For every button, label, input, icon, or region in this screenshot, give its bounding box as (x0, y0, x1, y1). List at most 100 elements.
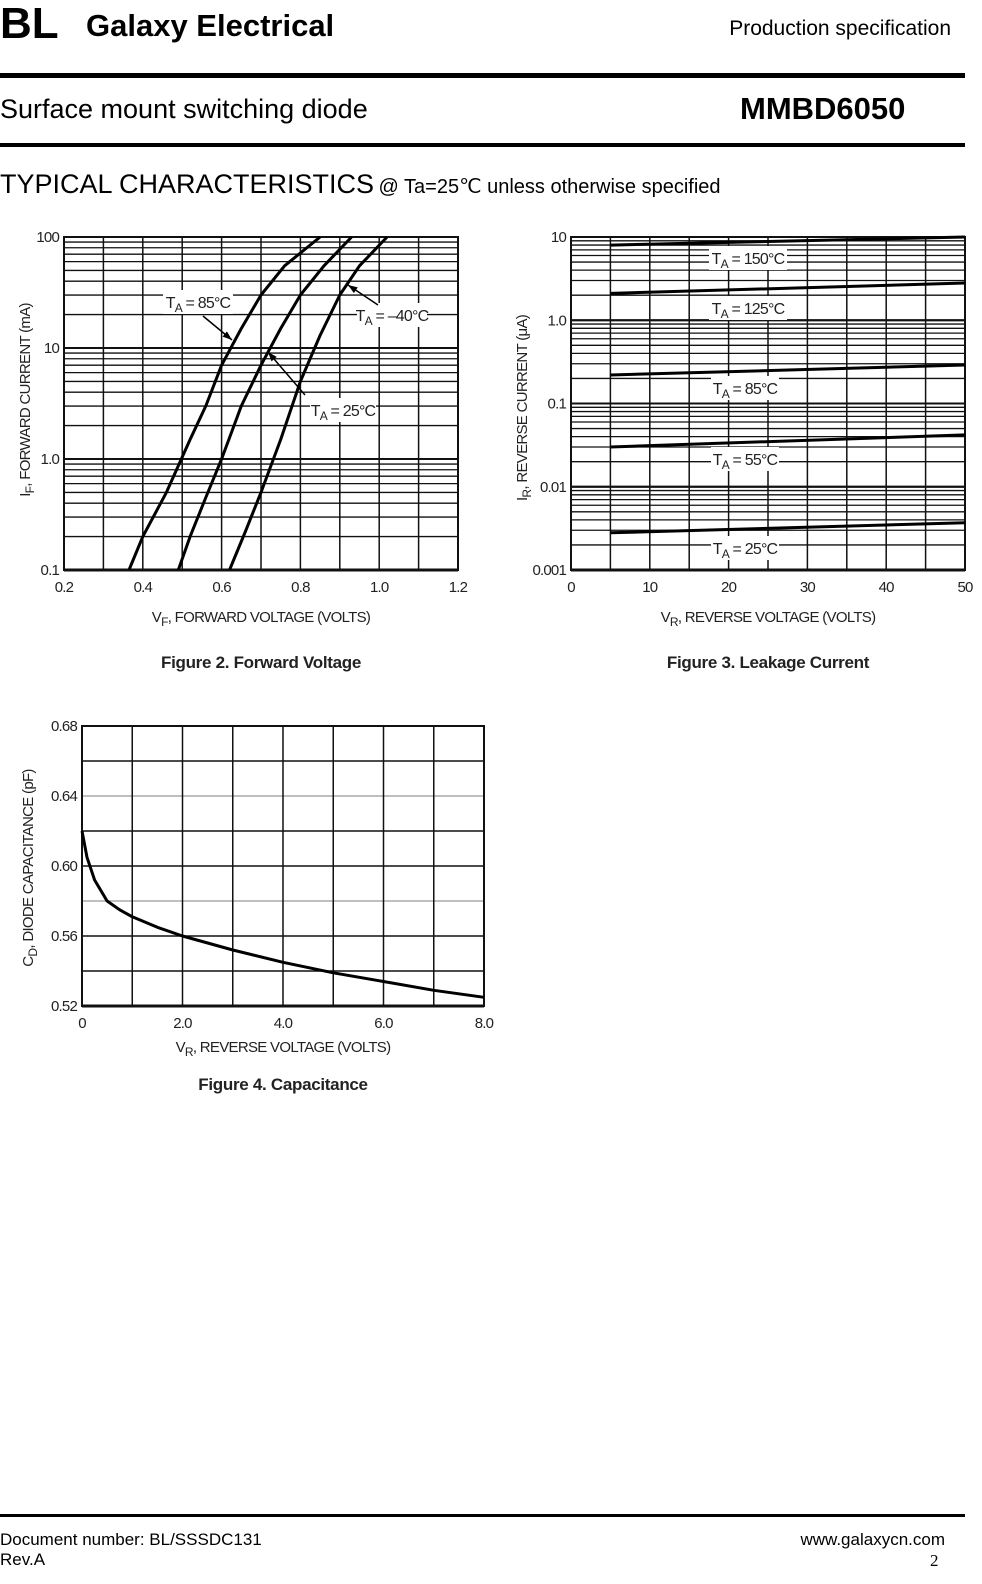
y-tick-label: 0.1 (41, 562, 60, 579)
y-axis-label-rest: , DIODE CAPACITANCE (pF) (20, 769, 37, 949)
x-axis-label-rest: , REVERSE VOLTAGE (VOLTS) (193, 1039, 391, 1056)
arrow-head (268, 352, 277, 362)
y-tick-label: 0.56 (51, 928, 77, 945)
x-tick-label: 10 (642, 579, 658, 596)
x-axis-label-sub: R (670, 615, 679, 629)
y-tick-label: 0.1 (548, 396, 567, 413)
arrow-line (267, 351, 306, 396)
product-subtitle: Surface mount switching diode (0, 94, 368, 124)
series-label-t: T (166, 295, 176, 312)
x-axis-label-rest: , FORWARD VOLTAGE (VOLTS) (168, 609, 371, 626)
series-label: TA = 25°C (713, 541, 778, 561)
series-line (610, 363, 966, 377)
x-tick-label: 4.0 (274, 1015, 293, 1032)
figure-caption: Figure 3. Leakage Current (667, 653, 870, 672)
series-label-bg (310, 398, 376, 422)
footer-rule (0, 1514, 965, 1517)
y-axis-label-sub: D (26, 948, 40, 957)
series-line (127, 235, 322, 571)
x-tick-label: 0.4 (134, 579, 153, 596)
series-label-sub: A (721, 307, 729, 321)
x-tick-label: 0 (78, 1015, 86, 1032)
arrow-head (348, 285, 358, 294)
x-axis-label: VF, FORWARD VOLTAGE (VOLTS) (152, 609, 371, 629)
x-tick-label: 1.0 (370, 579, 389, 596)
y-axis-label: IF, FORWARD CURRENT (mA) (17, 303, 37, 497)
series-label-bg (711, 376, 779, 400)
series-label-sub: A (722, 458, 730, 472)
x-axis-label-main: V (176, 1039, 186, 1056)
series-label-rest: = 85°C (182, 295, 231, 312)
arrow-head (222, 331, 232, 340)
part-number: MMBD6050 (740, 91, 906, 126)
chart-fig4: 0 2.0 4.0 6.0 8.0 0.52 0.56 0.60 0.64 0.68 VR, REV… (20, 718, 494, 1094)
company-name: Galaxy Electrical (86, 8, 335, 43)
series-label-bg (357, 303, 427, 327)
series-line (228, 235, 389, 571)
series-label-bg (711, 447, 779, 471)
series-label-sub: A (175, 301, 183, 315)
y-tick-label: 1.0 (41, 451, 60, 468)
x-axis-label-main: V (661, 609, 671, 626)
x-tick-label: 0.2 (55, 579, 74, 596)
x-axis-label: VR, REVERSE VOLTAGE (VOLTS) (661, 609, 877, 629)
series-label-sub: A (722, 547, 730, 561)
series-label-t: T (713, 541, 723, 558)
series-label: TA = 55°C (713, 452, 778, 472)
subtitle-rule (0, 143, 965, 147)
series-label-bg (163, 290, 233, 314)
x-tick-label: 50 (957, 579, 973, 596)
series-label-t: T (356, 308, 366, 325)
y-axis-label: IR, REVERSE CURRENT (μA) (514, 314, 534, 501)
y-tick-label: 0.68 (51, 718, 77, 735)
series-label-bg (711, 536, 779, 560)
series-label-rest: = 25°C (327, 403, 376, 420)
y-axis-label-sub: R (520, 489, 534, 498)
series-label-t: T (712, 301, 722, 318)
y-tick-label: 0.60 (51, 858, 77, 875)
series-label: TA = –40°C (356, 308, 429, 328)
y-tick-label: 0.001 (532, 562, 566, 579)
series-label-rest: = 150°C (728, 251, 785, 268)
series-line (80, 830, 485, 999)
series-label-sub: A (365, 314, 373, 328)
series-label: TA = 150°C (712, 251, 785, 271)
series-label-bg (709, 246, 787, 270)
series-label: TA = 85°C (713, 381, 778, 401)
y-axis-label-main: C (20, 956, 37, 967)
revision: Rev.A (0, 1550, 46, 1569)
header-rule (0, 73, 965, 78)
y-axis-label-main: I (514, 498, 531, 501)
x-tick-label: 0 (567, 579, 575, 596)
series-label: TA = 25°C (311, 403, 376, 423)
x-axis-label-rest: , REVERSE VOLTAGE (VOLTS) (678, 609, 876, 626)
series-label-rest: = 25°C (729, 541, 778, 558)
y-axis-label: CD, DIODE CAPACITANCE (pF) (20, 769, 40, 967)
document-number: Document number: BL/SSSDC131 (0, 1530, 262, 1549)
x-axis-label-sub: F (161, 615, 168, 629)
x-tick-label: 0.8 (291, 579, 310, 596)
series-label-t: T (713, 381, 723, 398)
website: www.galaxycn.com (800, 1530, 945, 1549)
x-tick-label: 0.6 (212, 579, 231, 596)
y-axis-label-main: I (17, 493, 34, 496)
y-tick-label: 0.52 (51, 998, 77, 1015)
series-line (176, 235, 353, 571)
x-tick-label: 6.0 (374, 1015, 393, 1032)
series-label-bg (709, 296, 787, 320)
series-label-rest: = 125°C (728, 301, 785, 318)
figure-caption: Figure 4. Capacitance (198, 1075, 367, 1094)
x-tick-label: 1.2 (449, 579, 468, 596)
section-heading: TYPICAL CHARACTERISTICS @ Ta=25℃ unless … (0, 169, 721, 200)
y-axis-label-rest: , FORWARD CURRENT (mA) (17, 303, 34, 487)
series-line (610, 521, 966, 535)
x-tick-label: 30 (800, 579, 816, 596)
series-label-rest: = 85°C (729, 381, 778, 398)
x-tick-label: 40 (879, 579, 895, 596)
section-title: TYPICAL CHARACTERISTICS (0, 169, 375, 199)
section-note: @ Ta=25℃ unless otherwise specified (378, 176, 721, 198)
series-label-rest: = 55°C (729, 452, 778, 469)
